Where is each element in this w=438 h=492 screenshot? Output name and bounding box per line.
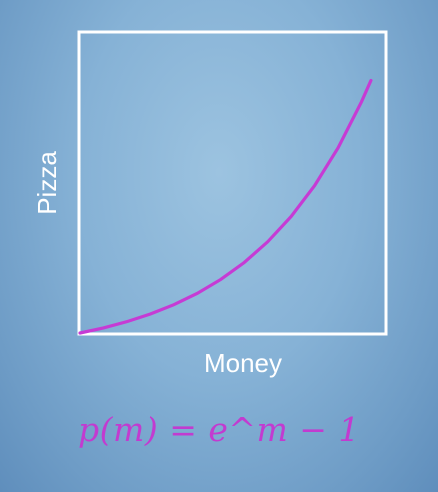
x-axis-label: Money (204, 348, 282, 378)
plot-frame (77, 30, 388, 336)
y-axis-label: Pizza (32, 151, 62, 215)
series-line-exponential (78, 78, 373, 335)
function-formula: p(m) = e^m − 1 (78, 410, 360, 449)
